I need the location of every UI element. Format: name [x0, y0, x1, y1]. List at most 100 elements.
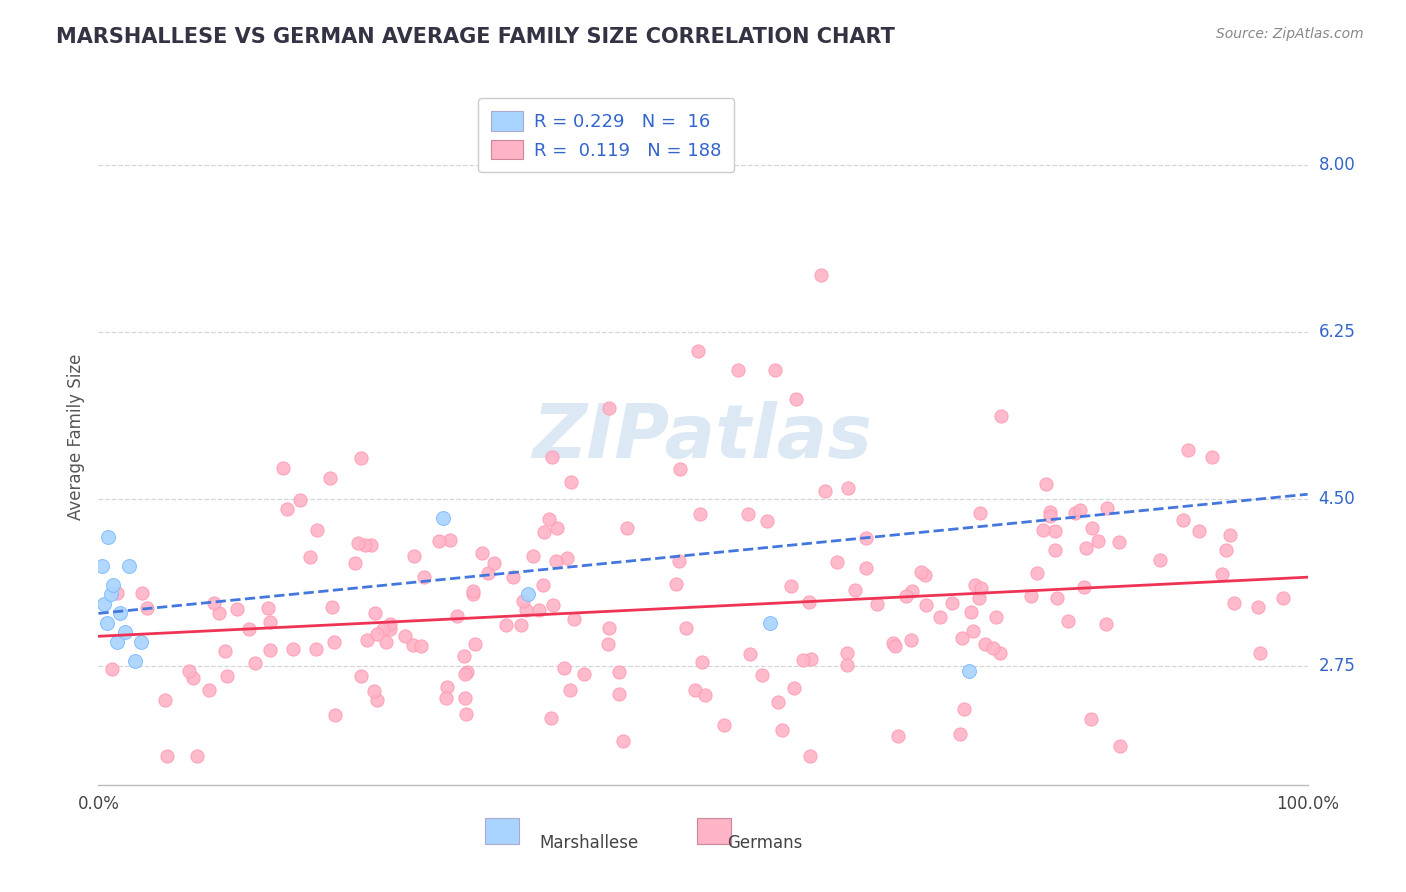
Point: [1219, 528, 1241, 542]
Point: [555, 551, 578, 566]
Point: [1097, 500, 1119, 515]
Point: [740, 648, 762, 662]
Point: [799, 749, 821, 764]
Point: [259, 615, 281, 630]
Point: [288, 492, 311, 507]
Point: [1215, 543, 1237, 558]
Point: [108, 607, 131, 621]
Point: [533, 524, 555, 539]
Point: [177, 664, 200, 678]
Point: [1073, 580, 1095, 594]
Point: [1177, 442, 1199, 457]
Point: [101, 662, 124, 676]
Point: [1249, 647, 1271, 661]
Point: [512, 594, 534, 608]
Point: [1201, 450, 1223, 465]
Point: [543, 598, 565, 612]
Point: [984, 610, 1007, 624]
Point: [540, 711, 562, 725]
Point: [558, 682, 581, 697]
Point: [464, 637, 486, 651]
Point: [855, 561, 877, 575]
Point: [105, 635, 128, 649]
Point: [347, 536, 370, 550]
Point: [562, 612, 585, 626]
Point: [456, 665, 478, 680]
Point: [515, 603, 537, 617]
Point: [364, 606, 387, 620]
Point: [766, 695, 789, 709]
Point: [970, 581, 993, 595]
Point: [350, 669, 373, 683]
Point: [202, 596, 225, 610]
Point: [1272, 591, 1295, 605]
Point: [363, 684, 385, 698]
Point: [855, 531, 877, 545]
Y-axis label: Average Family Size: Average Family Size: [66, 354, 84, 520]
Point: [1074, 541, 1097, 555]
Point: [901, 583, 924, 598]
Point: [553, 661, 575, 675]
Point: [825, 555, 848, 569]
Point: [91, 558, 114, 573]
Point: [1035, 477, 1057, 491]
Point: [1081, 521, 1104, 535]
Point: [156, 749, 179, 764]
Point: [668, 553, 690, 567]
Point: [93, 597, 115, 611]
Point: [516, 587, 538, 601]
Point: [814, 483, 837, 498]
Point: [461, 586, 484, 600]
Point: [837, 646, 859, 660]
Point: [349, 451, 371, 466]
Point: [894, 589, 917, 603]
Point: [409, 639, 432, 653]
Point: [900, 633, 922, 648]
Text: Source: ZipAtlas.com: Source: ZipAtlas.com: [1216, 27, 1364, 41]
Point: [713, 718, 735, 732]
Point: [949, 727, 972, 741]
Point: [226, 601, 249, 615]
Point: [572, 667, 595, 681]
Point: [238, 622, 260, 636]
Point: [114, 625, 136, 640]
Point: [886, 729, 908, 743]
Point: [215, 669, 238, 683]
Point: [866, 597, 889, 611]
Point: [186, 749, 208, 764]
Point: [1057, 615, 1080, 629]
Point: [371, 623, 394, 637]
Point: [974, 637, 997, 651]
Point: [394, 629, 416, 643]
Point: [800, 651, 823, 665]
Point: [598, 401, 620, 416]
Point: [546, 521, 568, 535]
Point: [439, 533, 461, 547]
Point: [131, 585, 153, 599]
Point: [883, 640, 905, 654]
Point: [453, 690, 475, 705]
Point: [929, 609, 952, 624]
Point: [960, 605, 983, 619]
Text: 2.75: 2.75: [1319, 657, 1355, 675]
Point: [100, 587, 122, 601]
Point: [1046, 591, 1069, 606]
Point: [915, 598, 938, 612]
Point: [470, 546, 492, 560]
Point: [281, 642, 304, 657]
Point: [298, 549, 321, 564]
Point: [477, 566, 499, 580]
Point: [378, 616, 401, 631]
Point: [785, 392, 807, 406]
Point: [683, 683, 706, 698]
Point: [101, 578, 124, 592]
Point: [136, 600, 159, 615]
Point: [1188, 524, 1211, 538]
Point: [356, 632, 378, 647]
Point: [665, 577, 688, 591]
Point: [952, 631, 974, 645]
Point: [522, 549, 544, 564]
Point: [844, 582, 866, 597]
Point: [797, 595, 820, 609]
Point: [510, 618, 533, 632]
